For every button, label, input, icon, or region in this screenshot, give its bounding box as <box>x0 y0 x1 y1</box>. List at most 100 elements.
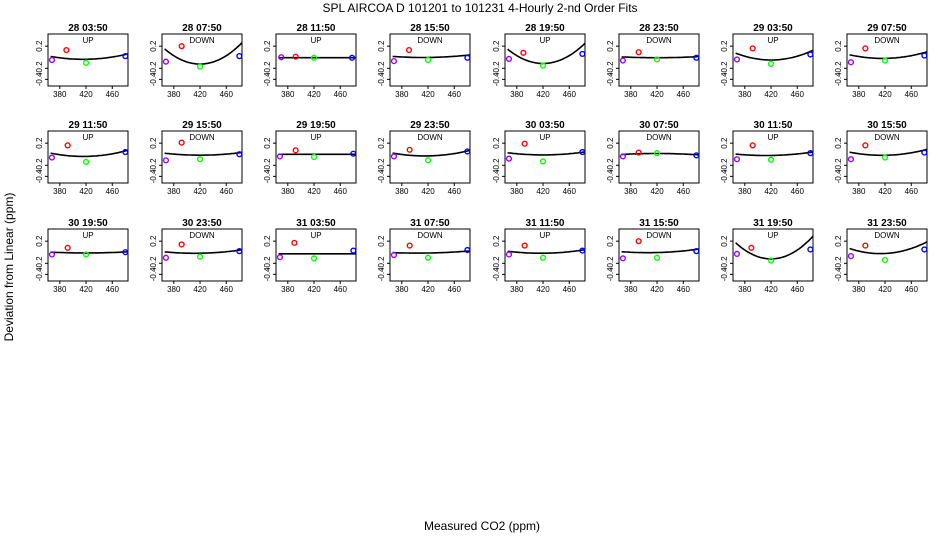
y-tick-label: 0.2 <box>606 40 615 52</box>
data-point <box>767 156 775 163</box>
data-point <box>122 53 129 60</box>
data-point <box>48 251 56 258</box>
x-tick-label: 380 <box>167 187 181 196</box>
y-tick-label: -0.2 <box>35 61 44 75</box>
y-tick-label: -0.2 <box>377 256 386 270</box>
panel-title: 30 07:50 <box>639 120 679 131</box>
data-point <box>635 238 642 245</box>
data-point <box>178 139 185 146</box>
y-tick-label: 0.2 <box>492 235 501 247</box>
data-point <box>693 152 700 159</box>
data-point <box>653 150 661 157</box>
data-point <box>921 149 928 156</box>
panel: 31 11:50 UP 380 420 460 0.2 -0.2-0.4 <box>492 218 586 294</box>
x-tick-label: 420 <box>650 90 664 99</box>
x-tick-label: 380 <box>281 187 295 196</box>
data-point <box>310 54 318 61</box>
panel-frame <box>846 130 928 184</box>
panel-direction: UP <box>539 36 550 45</box>
data-point <box>505 155 513 162</box>
panel: 30 19:50 UP 380 420 460 0.2 -0.2-0.4 <box>35 218 129 294</box>
x-tick-label: 380 <box>510 187 524 196</box>
y-tick-label: 0.2 <box>492 40 501 52</box>
fit-curve <box>735 151 814 157</box>
data-point <box>881 256 889 264</box>
panel-title: 29 11:50 <box>69 120 108 131</box>
y-tick-label: 0.2 <box>834 40 843 52</box>
x-tick-label: 380 <box>395 90 409 99</box>
fit-curve <box>50 251 129 254</box>
x-tick-label: 380 <box>510 285 524 294</box>
panel-title: 30 11:50 <box>754 120 793 131</box>
x-tick-label: 380 <box>395 187 409 196</box>
data-point <box>82 158 90 166</box>
y-tick-label: -0.2 <box>720 61 729 75</box>
data-point <box>48 154 56 161</box>
data-point <box>807 246 814 253</box>
y-tick-label: -0.4 <box>720 72 729 86</box>
x-tick-label: 460 <box>220 187 234 196</box>
y-tick-label: -0.4 <box>263 267 272 281</box>
data-point <box>921 52 928 59</box>
x-tick-label: 380 <box>167 90 181 99</box>
data-point <box>464 54 471 61</box>
data-point <box>653 254 661 261</box>
panel-direction: UP <box>82 36 93 45</box>
x-tick-label: 380 <box>281 90 295 99</box>
y-tick-label: -0.2 <box>377 158 386 172</box>
fit-curve <box>735 235 814 260</box>
x-tick-label: 380 <box>53 187 67 196</box>
y-tick-label: 0.2 <box>35 40 44 52</box>
y-tick-label: -0.2 <box>492 256 501 270</box>
data-point <box>348 54 356 61</box>
panel: 29 03:50 UP 380 420 460 0.2 -0.2-0.4 <box>720 23 814 99</box>
data-point <box>122 249 129 256</box>
x-tick-label: 380 <box>510 90 524 99</box>
data-point <box>162 254 170 261</box>
data-point <box>505 251 513 258</box>
data-point <box>635 49 642 56</box>
panel-frame <box>275 130 357 184</box>
y-tick-label: -0.4 <box>263 169 272 183</box>
x-tick-label: 380 <box>281 285 295 294</box>
fit-curve <box>164 249 243 255</box>
fit-curve <box>621 55 700 59</box>
y-tick-label: -0.4 <box>834 267 843 281</box>
data-point <box>767 257 775 264</box>
data-point <box>82 59 90 66</box>
panel-title: 29 07:50 <box>867 23 907 34</box>
x-tick-label: 460 <box>791 285 805 294</box>
panel-frame <box>161 130 243 184</box>
x-tick-label: 460 <box>563 90 577 99</box>
y-tick-label: -0.2 <box>606 256 615 270</box>
data-point <box>921 246 928 253</box>
data-point <box>521 242 528 249</box>
data-point <box>521 140 528 147</box>
y-tick-label: -0.2 <box>149 158 158 172</box>
x-tick-label: 460 <box>334 285 348 294</box>
panel-title: 29 19:50 <box>296 120 336 131</box>
data-point <box>424 157 432 164</box>
data-point <box>619 57 627 64</box>
x-tick-label: 380 <box>738 285 752 294</box>
x-tick-label: 420 <box>307 285 321 294</box>
y-tick-label: -0.4 <box>606 267 615 281</box>
panel-frame <box>275 228 357 282</box>
data-point <box>733 250 741 257</box>
y-tick-label: 0.2 <box>263 137 272 149</box>
x-tick-label: 420 <box>536 90 550 99</box>
data-point <box>350 150 357 157</box>
y-tick-label: -0.4 <box>377 267 386 281</box>
panel-direction: DOWN <box>874 133 900 142</box>
y-tick-label: 0.2 <box>149 137 158 149</box>
y-tick-label: -0.2 <box>606 158 615 172</box>
data-point <box>733 56 741 63</box>
fit-curve <box>621 248 700 254</box>
panel-title: 31 23:50 <box>867 218 907 229</box>
x-tick-label: 420 <box>764 187 778 196</box>
panel-frame <box>618 228 700 282</box>
y-tick-label: -0.4 <box>377 72 386 86</box>
data-point <box>406 242 413 249</box>
data-point <box>424 254 432 261</box>
panel-frame <box>389 228 471 282</box>
